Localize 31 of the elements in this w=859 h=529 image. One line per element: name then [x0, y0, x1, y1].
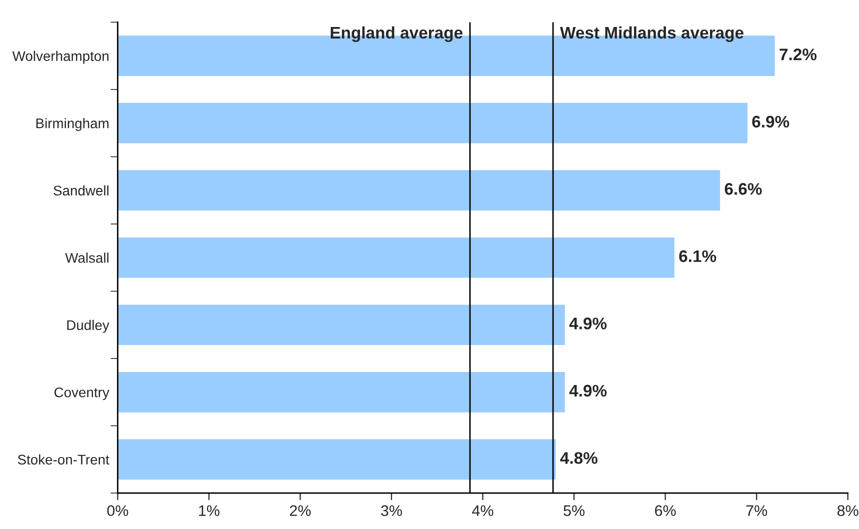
ref-line-label: West Midlands average: [560, 26, 744, 42]
x-tick-label: 2%: [290, 505, 311, 516]
x-tick-label: 3%: [381, 505, 402, 516]
x-tick-label: 4%: [472, 505, 494, 516]
data-label: 4.8%: [560, 452, 598, 464]
y-tick-label: Wolverhampton: [12, 50, 108, 64]
y-tick-label: Dudley: [67, 320, 110, 333]
bar: [118, 237, 674, 278]
x-tick-label: 5%: [564, 505, 585, 516]
data-label: 6.1%: [679, 250, 716, 262]
x-tick-label: 8%: [837, 505, 858, 516]
data-label: 7.2%: [780, 48, 817, 60]
bar: [118, 304, 565, 346]
bar: [118, 102, 748, 144]
y-tick-label: Walsall: [65, 252, 108, 263]
data-label: 4.9%: [569, 318, 607, 330]
x-tick-label: 1%: [199, 505, 220, 516]
data-label: 6.6%: [724, 183, 762, 195]
y-tick-label: Coventry: [54, 387, 110, 400]
ref-line-label: England average: [330, 26, 462, 42]
x-tick-label: 6%: [655, 505, 676, 516]
y-tick-label: Birmingham: [36, 118, 108, 132]
x-tick-label: 0%: [107, 505, 128, 516]
bar: [118, 372, 565, 412]
bar: [118, 170, 720, 211]
y-tick-label: Sandwell: [54, 185, 108, 196]
x-tick-label: 7%: [746, 505, 768, 516]
y-tick-label: Stoke-on-Trent: [18, 454, 110, 465]
bar: [118, 439, 556, 480]
data-label: 4.9%: [569, 384, 607, 397]
data-label: 6.9%: [752, 116, 790, 128]
